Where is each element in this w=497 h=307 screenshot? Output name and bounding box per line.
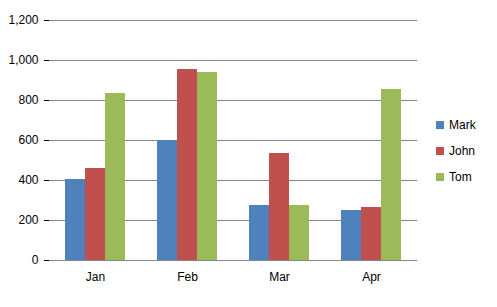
html-text:Tom: Tom xyxy=(449,170,472,184)
svg-text:Mar: Mar xyxy=(269,270,290,284)
svg-text:Apr: Apr xyxy=(362,270,381,284)
svg-text:1,000: 1,000 xyxy=(8,53,38,67)
svg-text:800: 800 xyxy=(18,93,38,107)
svg-text:600: 600 xyxy=(18,133,38,147)
svg-text:0: 0 xyxy=(32,253,39,267)
html-text:John: John xyxy=(449,144,475,158)
html-text:Mark: Mark xyxy=(449,118,476,132)
svg-text:1,200: 1,200 xyxy=(8,13,38,27)
svg-text:200: 200 xyxy=(18,213,38,227)
svg-text:Jan: Jan xyxy=(86,270,105,284)
svg-text:Feb: Feb xyxy=(177,270,198,284)
svg-text:400: 400 xyxy=(18,173,38,187)
